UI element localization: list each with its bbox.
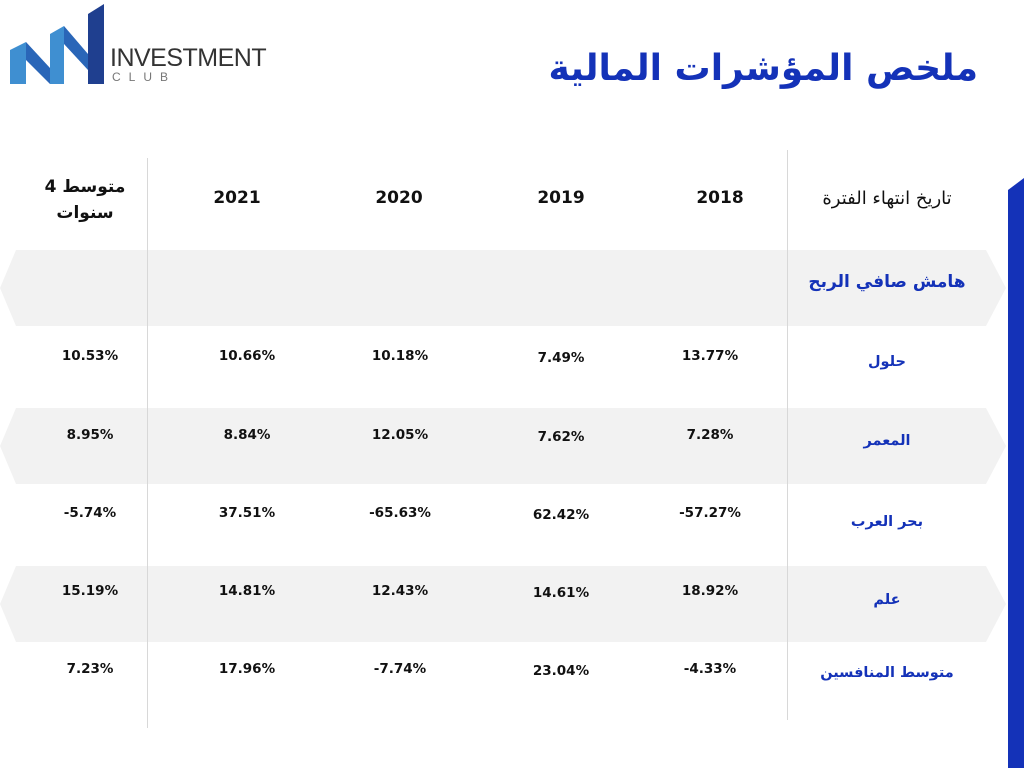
cell-2020: 10.18% xyxy=(371,348,429,364)
row-label: المعمر xyxy=(863,433,911,449)
header-avg-line2: سنوات xyxy=(56,203,114,223)
row-band-4 xyxy=(0,566,1006,642)
header-year-2020: 2020 xyxy=(375,188,423,208)
cell-avg: 7.23% xyxy=(66,661,114,677)
cell-avg: 8.95% xyxy=(66,427,114,443)
column-divider-right xyxy=(787,150,788,720)
cell-2018: 18.92% xyxy=(681,583,739,599)
cell-2020: 12.05% xyxy=(371,427,429,443)
cell-2019: 7.62% xyxy=(537,429,585,445)
cell-2018: 13.77% xyxy=(681,348,739,364)
header-year-2021: 2021 xyxy=(213,188,261,208)
header-year-2019: 2019 xyxy=(537,188,585,208)
cell-2021: 14.81% xyxy=(218,583,276,599)
cell-2019: 14.61% xyxy=(532,585,590,601)
column-divider-left xyxy=(147,158,148,728)
cell-2018: -4.33% xyxy=(683,661,737,677)
logo-mark-icon xyxy=(10,4,104,84)
cell-2021: 10.66% xyxy=(218,348,276,364)
section-title: هامش صافي الربح xyxy=(808,272,966,292)
row-band-2 xyxy=(0,408,1006,484)
header-avg-line1: متوسط 4 xyxy=(44,177,126,197)
row-label: بحر العرب xyxy=(850,514,924,530)
logo-wordmark: INVESTMENT xyxy=(110,44,267,72)
cell-2018: 7.28% xyxy=(686,427,734,443)
cell-2020: 12.43% xyxy=(371,583,429,599)
page-title: ملخص المؤشرات المالية xyxy=(548,48,978,89)
logo: INVESTMENT CLUB xyxy=(8,4,267,86)
cell-2020: -65.63% xyxy=(369,505,431,521)
cell-2020: -7.74% xyxy=(373,661,427,677)
row-label: حلول xyxy=(867,354,907,370)
header-year-2018: 2018 xyxy=(696,188,744,208)
header-period: تاريخ انتهاء الفترة xyxy=(822,188,952,209)
accent-bar xyxy=(1008,178,1024,768)
cell-2021: 17.96% xyxy=(218,661,276,677)
cell-avg: 15.19% xyxy=(61,583,119,599)
cell-avg: -5.74% xyxy=(63,505,117,521)
cell-2019: 62.42% xyxy=(532,507,590,523)
header-avg: متوسط 4 سنوات xyxy=(20,174,150,226)
cell-avg: 10.53% xyxy=(61,348,119,364)
row-label: علم xyxy=(873,592,901,608)
logo-subtitle: CLUB xyxy=(112,70,177,84)
cell-2021: 37.51% xyxy=(218,505,276,521)
row-label: متوسط المنافسين xyxy=(820,665,954,681)
cell-2021: 8.84% xyxy=(223,427,271,443)
cell-2019: 23.04% xyxy=(532,663,590,679)
section-band xyxy=(0,250,1006,326)
cell-2018: -57.27% xyxy=(679,505,741,521)
cell-2019: 7.49% xyxy=(537,350,585,366)
